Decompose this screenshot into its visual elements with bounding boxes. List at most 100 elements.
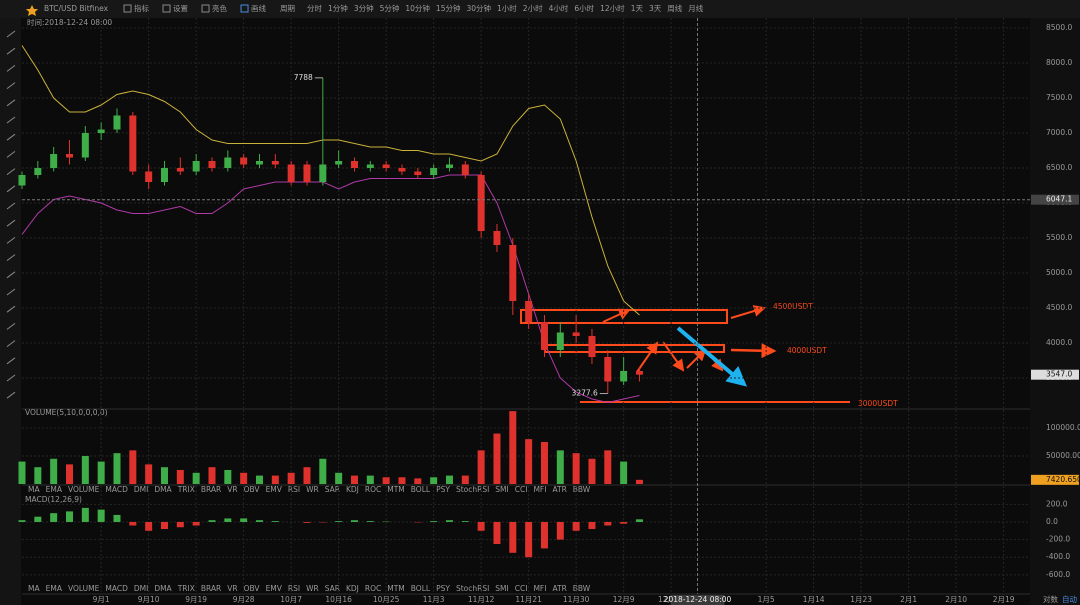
indicator-tab[interactable]: OBV	[244, 584, 261, 593]
tool-icon[interactable]	[6, 65, 16, 72]
indicator-tab[interactable]: TRIX	[177, 584, 195, 593]
indicator-tab[interactable]: MFI	[533, 584, 546, 593]
indicator-tab[interactable]: MTM	[387, 584, 405, 593]
period-option[interactable]: 10分钟	[405, 3, 430, 13]
tool-icon[interactable]	[6, 305, 16, 313]
indicator-tab[interactable]: MTM	[387, 485, 405, 494]
indicator-tab[interactable]: SAR	[325, 584, 340, 593]
period-option[interactable]: 30分钟	[466, 3, 491, 13]
tool-icon[interactable]	[6, 219, 16, 227]
period-option[interactable]: 4小时	[549, 3, 569, 13]
period-label[interactable]: 周期	[280, 4, 295, 13]
indicator-tab[interactable]: RSI	[288, 584, 300, 593]
indicator-tab[interactable]: OBV	[244, 485, 261, 494]
indicator-tab[interactable]: StochRSI	[456, 584, 489, 593]
indicator-tab[interactable]: DMA	[154, 584, 172, 593]
indicator-tab[interactable]: SMI	[495, 485, 508, 494]
tool-icon[interactable]	[6, 254, 16, 262]
indicator-tab[interactable]: CCI	[515, 584, 528, 593]
indicator-tab[interactable]: BBW	[573, 485, 591, 494]
tool-icon[interactable]	[6, 357, 16, 365]
toolbar-button[interactable]: 指标	[134, 3, 149, 13]
indicator-tab[interactable]: EMA	[46, 584, 63, 593]
indicator-tab[interactable]: MFI	[533, 485, 546, 494]
indicator-tab[interactable]: CCI	[515, 485, 528, 494]
period-option[interactable]: 分时	[307, 3, 322, 13]
star-icon[interactable]	[26, 5, 38, 16]
indicator-tab[interactable]: DMI	[134, 485, 148, 494]
tool-icon[interactable]	[6, 322, 16, 330]
indicator-tab[interactable]: StochRSI	[456, 485, 489, 494]
period-option[interactable]: 6小时	[574, 3, 594, 13]
tool-icon[interactable]	[6, 202, 16, 210]
indicator-tab[interactable]: VOLUME	[68, 485, 100, 494]
tool-icon[interactable]	[6, 99, 16, 107]
button-icon[interactable]	[162, 4, 171, 13]
indicator-tab[interactable]: ATR	[552, 584, 566, 593]
indicator-tab[interactable]: MA	[28, 485, 40, 494]
period-option[interactable]: 1分钟	[328, 3, 348, 13]
period-option[interactable]: 3天	[649, 4, 662, 13]
toolbar-button[interactable]: 画线	[251, 3, 266, 13]
tool-icons[interactable]	[6, 30, 16, 399]
tool-icon[interactable]	[6, 82, 16, 89]
tool-icon[interactable]	[6, 391, 16, 399]
indicator-tab[interactable]: KDJ	[346, 485, 359, 494]
period-option[interactable]: 1小时	[497, 3, 517, 13]
indicator-tab[interactable]: VR	[227, 485, 237, 494]
tool-icon[interactable]	[6, 288, 16, 296]
indicator-tab[interactable]: ROC	[365, 485, 381, 494]
tool-icon[interactable]	[6, 236, 16, 244]
indicator-tab[interactable]: VR	[227, 584, 237, 593]
indicator-tab[interactable]: MACD	[105, 584, 128, 593]
tool-icon[interactable]	[6, 30, 16, 38]
indicator-tab[interactable]: BRAR	[201, 485, 221, 494]
indicator-tab[interactable]: WR	[306, 584, 319, 593]
indicator-tab[interactable]: PSY	[436, 584, 450, 593]
tool-icon[interactable]	[6, 116, 16, 124]
indicator-tab[interactable]: SMI	[495, 584, 508, 593]
indicator-tab[interactable]: BRAR	[201, 584, 221, 593]
indicator-tab[interactable]: ROC	[365, 584, 381, 593]
indicator-tab[interactable]: WR	[306, 485, 319, 494]
indicator-tab[interactable]: BBW	[573, 584, 591, 593]
indicator-tab[interactable]: PSY	[436, 485, 450, 494]
period-option[interactable]: 15分钟	[436, 3, 461, 13]
period-option[interactable]: 月线	[688, 3, 703, 13]
tool-icon[interactable]	[6, 340, 16, 348]
indicator-tab[interactable]: VOLUME	[68, 584, 100, 593]
indicator-tab[interactable]: SAR	[325, 485, 340, 494]
indicator-tab[interactable]: MA	[28, 584, 40, 593]
indicator-tab[interactable]: BOLL	[411, 584, 431, 593]
tool-icon[interactable]	[6, 374, 16, 382]
indicator-tab[interactable]: RSI	[288, 485, 300, 494]
tool-icon[interactable]	[6, 133, 16, 141]
button-icon[interactable]	[123, 4, 132, 13]
indicator-tab[interactable]: KDJ	[346, 584, 359, 593]
period-option[interactable]: 5分钟	[380, 3, 400, 13]
indicator-tab[interactable]: EMA	[46, 485, 63, 494]
indicator-tab[interactable]: BOLL	[411, 485, 431, 494]
indicator-tab[interactable]: TRIX	[177, 485, 195, 494]
tool-icon[interactable]	[6, 271, 16, 279]
tool-icon[interactable]	[6, 47, 16, 55]
axis-mode[interactable]: 对数	[1043, 594, 1059, 604]
indicator-tab[interactable]: DMA	[154, 485, 172, 494]
period-option[interactable]: 3分钟	[354, 3, 374, 13]
button-icon[interactable]	[201, 4, 210, 13]
period-option[interactable]: 周线	[667, 3, 682, 13]
axis-mode[interactable]: 自动	[1062, 594, 1078, 604]
indicator-tab[interactable]: EMV	[266, 584, 283, 593]
indicator-tab[interactable]: DMI	[134, 584, 148, 593]
symbol[interactable]: BTC/USD Bitfinex	[44, 4, 109, 13]
indicator-tab[interactable]: EMV	[266, 485, 283, 494]
tool-icon[interactable]	[6, 168, 16, 176]
toolbar-button[interactable]: 设置	[173, 3, 188, 13]
indicator-tab[interactable]: ATR	[552, 485, 566, 494]
toolbar-button[interactable]: 亮色	[212, 3, 227, 13]
indicator-tab[interactable]: MACD	[105, 485, 128, 494]
period-option[interactable]: 1天	[631, 4, 644, 13]
button-icon[interactable]	[240, 4, 249, 13]
tool-icon[interactable]	[6, 185, 16, 193]
period-option[interactable]: 12小时	[600, 3, 625, 13]
